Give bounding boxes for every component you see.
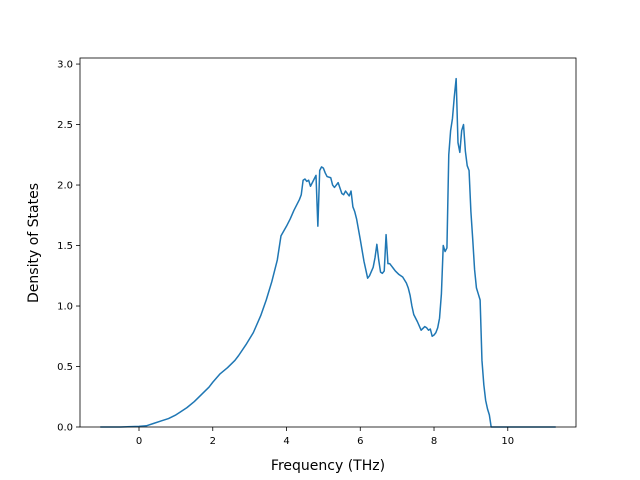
dos-series-line <box>100 77 556 428</box>
y-tick-label: 1.5 <box>57 241 73 252</box>
y-axis-ticks: 0.0 0.5 1.0 1.5 2.0 2.5 3.0 <box>57 60 80 434</box>
y-axis-label: Density of States <box>26 183 42 303</box>
x-tick-label: 4 <box>283 436 289 447</box>
x-tick-label: 10 <box>501 436 514 447</box>
y-tick-label: 0.5 <box>57 362 73 373</box>
x-tick-label: 0 <box>136 436 142 447</box>
x-axis-ticks: 0 2 4 6 8 10 <box>136 427 514 447</box>
y-tick-label: 1.0 <box>57 302 73 313</box>
plot-area <box>79 57 577 428</box>
y-tick-label: 3.0 <box>57 60 73 71</box>
y-tick-label: 0.0 <box>57 423 73 434</box>
axes-frame <box>79 57 577 428</box>
y-tick-label: 2.0 <box>57 181 73 192</box>
x-axis-label: Frequency (THz) <box>271 458 385 474</box>
y-tick-label: 2.5 <box>57 120 73 131</box>
x-tick-label: 6 <box>357 436 363 447</box>
x-tick-label: 8 <box>431 436 437 447</box>
x-tick-label: 2 <box>210 436 216 447</box>
